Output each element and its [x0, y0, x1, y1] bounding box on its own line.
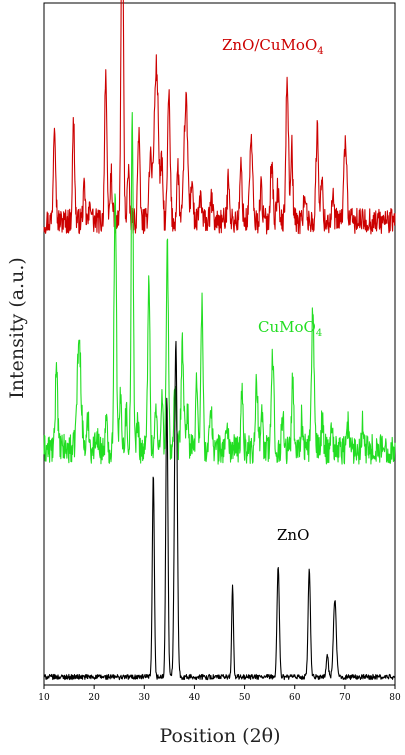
series-label: ZnO/CuMoO4	[222, 36, 324, 57]
series-line-cumoo4	[43, 112, 396, 465]
series-label: CuMoO4	[258, 318, 322, 339]
x-axis-title: Position (2θ)	[159, 725, 280, 747]
x-tick-label: 20	[88, 693, 100, 703]
series-label-text: CuMoO	[258, 318, 316, 336]
x-tick-label: 10	[38, 693, 50, 703]
x-tick-label: 70	[339, 693, 351, 703]
series-label-subscript: 4	[317, 46, 323, 57]
series-label-subscript: 4	[316, 328, 322, 339]
series-label: ZnO	[277, 526, 309, 544]
series-lines	[43, 0, 396, 681]
x-tick-label: 60	[289, 693, 301, 703]
series-label-text: ZnO	[277, 526, 309, 544]
y-axis-title: Intensity (a.u.)	[6, 257, 28, 399]
series-line-zno	[43, 340, 396, 681]
plot-frame	[43, 2, 396, 686]
x-axis: 10 20 30 40 50 60 70 80	[38, 685, 401, 703]
x-tick-label: 30	[139, 693, 151, 703]
series-label-text: ZnO/CuMoO	[222, 36, 317, 54]
x-tick-label: 40	[189, 693, 201, 703]
x-tick-label: 80	[389, 693, 401, 703]
x-tick-label: 50	[239, 693, 251, 703]
series-line-zno-cumoo4	[43, 0, 396, 235]
